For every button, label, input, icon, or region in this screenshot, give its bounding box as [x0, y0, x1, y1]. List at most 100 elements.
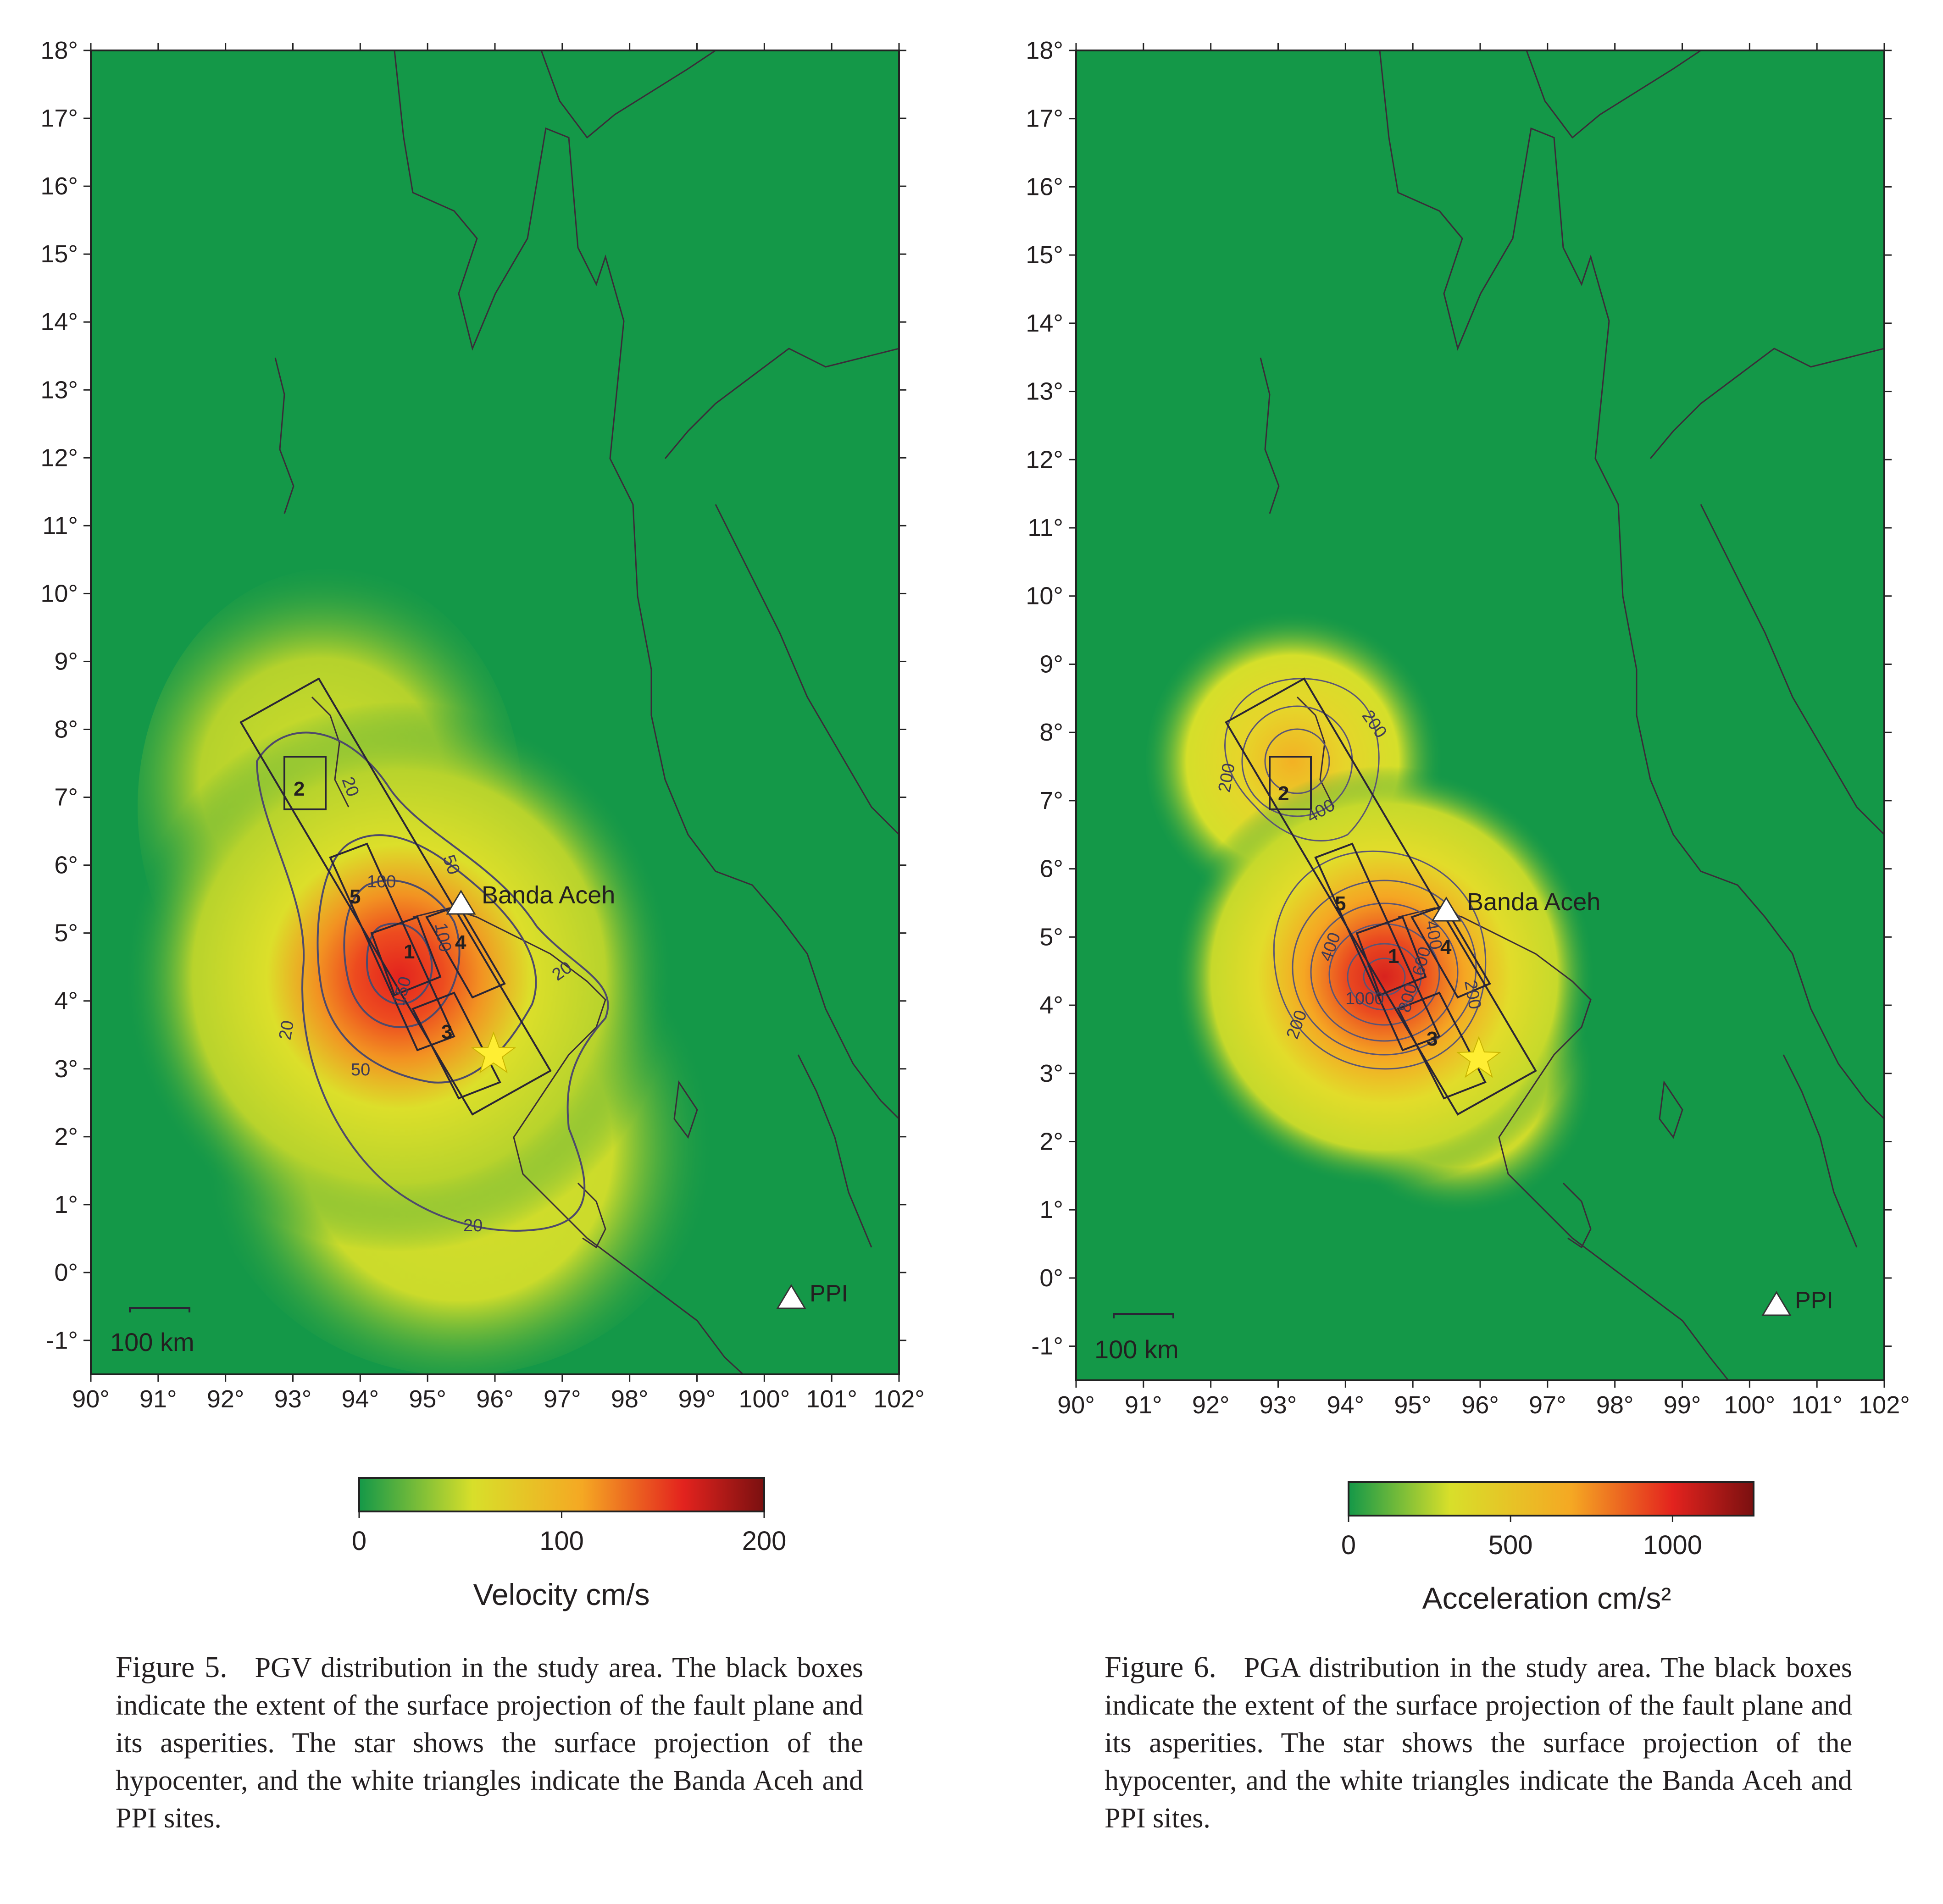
colorbar-tick-label: 1000	[1643, 1530, 1702, 1560]
latitude-tick-label: 14°	[40, 308, 78, 336]
longitude-tick-label: 100°	[1724, 1391, 1775, 1419]
latitude-tick-label: 7°	[54, 784, 78, 811]
ppi-label: PPI	[810, 1280, 848, 1307]
latitude-tick-label: 12°	[40, 444, 78, 471]
colorbar-label: Velocity cm/s	[473, 1577, 650, 1611]
latitude-tick-label: 0°	[1039, 1264, 1063, 1292]
scale-bar: 100 km	[110, 1307, 194, 1356]
longitude-tick-label: 95°	[409, 1385, 446, 1413]
contour-north-inner	[1264, 728, 1330, 794]
latitude-tick-label: 17°	[40, 105, 78, 132]
banda-aceh-label: Banda Aceh	[482, 881, 615, 909]
contour-150	[366, 922, 433, 1006]
segment-labels: 1 2 3 4 5	[294, 778, 466, 1043]
pgv-field-core	[124, 702, 674, 1252]
longitude-tick-label: 90°	[72, 1385, 110, 1413]
asperity-4-box	[1410, 904, 1491, 999]
hypocenter-star-icon	[471, 1031, 516, 1074]
latitude-axis: 18°17°16°15°14°13°12°11°10°9°8°7°6°5°4°3…	[1026, 37, 1892, 1360]
latitude-tick-label: 6°	[1039, 855, 1063, 883]
colorbar-tick-label: 500	[1488, 1530, 1533, 1560]
coastlines	[274, 50, 899, 1374]
ppi-triangle-icon	[776, 1284, 806, 1309]
longitude-tick-label: 92°	[1192, 1391, 1230, 1419]
segment-labels: 1 2 3 4 5	[1278, 782, 1452, 1050]
scale-bar: 100 km	[1094, 1313, 1179, 1364]
latitude-tick-label: 4°	[54, 987, 78, 1015]
asperity-3-box	[411, 991, 501, 1100]
figure-6-caption: Figure 6. PGA distribution in the study a…	[1105, 1649, 1852, 1837]
contour-400	[1292, 880, 1477, 1056]
latitude-tick-label: 18°	[40, 37, 78, 64]
latitude-tick-label: 15°	[1026, 241, 1063, 269]
latitude-tick-label: 10°	[1026, 582, 1063, 610]
contour-label: 20	[276, 1019, 298, 1041]
latitude-tick-label: 3°	[1039, 1060, 1063, 1087]
latitude-tick-label: 16°	[40, 172, 78, 200]
longitude-tick-label: 101°	[806, 1385, 857, 1413]
latitude-tick-label: 13°	[40, 376, 78, 404]
pga-map-figure: 1 2 3 4 5 200 200 200 200 400 400 400 60…	[1026, 37, 1910, 1615]
site-markers: Banda Aceh PPI	[1431, 888, 1833, 1316]
caption-text: PGV distribution in the study area. The …	[116, 1652, 863, 1834]
longitude-tick-label: 90°	[1057, 1391, 1095, 1419]
contour-20	[255, 731, 609, 1232]
longitude-tick-label: 96°	[476, 1385, 514, 1413]
latitude-tick-label: 6°	[54, 852, 78, 879]
asperity-2-box	[1269, 756, 1312, 810]
caption-text: PGA distribution in the study area. The …	[1105, 1652, 1852, 1834]
longitude-tick-label: 91°	[1125, 1391, 1162, 1419]
segment-label-2: 2	[294, 778, 305, 800]
segment-label-5: 5	[350, 886, 361, 908]
longitude-tick-label: 98°	[611, 1385, 649, 1413]
asperity-3-box	[1397, 991, 1487, 1100]
coastlines	[1260, 50, 1884, 1380]
pgv-map-figure: 1 2 3 4 5 20 20 20 20 50 50 100 100 150 …	[40, 37, 925, 1611]
longitude-tick-label: 95°	[1394, 1391, 1432, 1419]
longitude-tick-label: 94°	[341, 1385, 379, 1413]
latitude-tick-label: 3°	[54, 1055, 78, 1083]
latitude-tick-label: -1°	[46, 1327, 78, 1354]
latitude-tick-label: 14°	[1026, 310, 1063, 337]
colorbar-tick-label: 0	[352, 1526, 366, 1556]
contour-label: 50	[351, 1060, 370, 1079]
latitude-tick-label: 2°	[54, 1123, 78, 1151]
latitude-tick-label: 4°	[1039, 991, 1063, 1019]
latitude-tick-label: 0°	[54, 1259, 78, 1286]
longitude-tick-label: 99°	[1664, 1391, 1701, 1419]
fault-boxes	[1225, 677, 1537, 1116]
latitude-tick-label: 8°	[1039, 719, 1063, 746]
latitude-tick-label: 5°	[54, 919, 78, 947]
latitude-tick-label: 11°	[42, 512, 78, 539]
latitude-tick-label: 5°	[1039, 923, 1063, 951]
longitude-tick-label: 98°	[1596, 1391, 1634, 1419]
fault-boxes	[239, 677, 552, 1116]
pga-field-core	[1173, 766, 1595, 1188]
colorbar-gradient	[358, 1477, 765, 1512]
banda-aceh-triangle-icon	[446, 890, 476, 915]
longitude-tick-label: 100°	[738, 1385, 790, 1413]
longitude-tick-label: 91°	[139, 1385, 177, 1413]
longitude-tick-label: 94°	[1327, 1391, 1364, 1419]
segment-label-1: 1	[404, 941, 415, 963]
longitude-tick-label: 92°	[207, 1385, 244, 1413]
asperity-1-box	[370, 916, 442, 996]
segment-label-4: 4	[1440, 936, 1452, 958]
segment-label-3: 3	[1427, 1028, 1438, 1050]
latitude-tick-label: -1°	[1031, 1333, 1063, 1360]
asperity-2-box	[283, 756, 327, 810]
latitude-tick-label: 8°	[54, 716, 78, 743]
longitude-tick-label: 101°	[1791, 1391, 1843, 1419]
longitude-tick-label: 93°	[274, 1385, 312, 1413]
longitude-tick-label: 99°	[678, 1385, 716, 1413]
contour-200-north	[1224, 678, 1380, 841]
longitude-tick-label: 102°	[873, 1385, 925, 1413]
asperity-1-box	[1355, 916, 1427, 996]
latitude-tick-label: 7°	[1039, 787, 1063, 814]
longitude-axis: 90° 91° 92° 93° 94° 95° 96° 97° 98° 99° 100° 101° 10…	[1057, 43, 1910, 1419]
segment-label-5: 5	[1335, 892, 1346, 915]
figure-5-panel: 1 2 3 4 5 20 20 20 20 50 50 100 100 150 …	[40, 37, 925, 1834]
acceleration-colorbar: 0 500 1000 Acceleration cm/s²	[1341, 1481, 1754, 1615]
contour-inner	[1363, 958, 1406, 996]
latitude-tick-label: 11°	[1027, 514, 1063, 542]
